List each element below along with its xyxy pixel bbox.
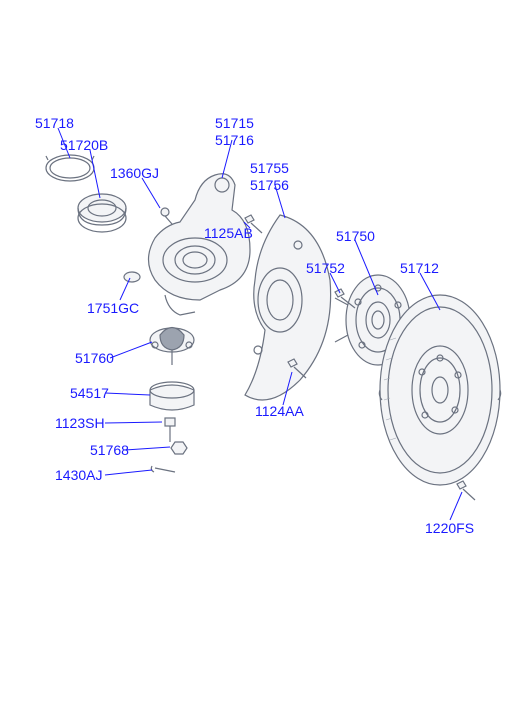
part-ball-joint — [150, 328, 194, 366]
label-1430AJ: 1430AJ — [55, 467, 102, 483]
label-1125AB: 1125AB — [204, 225, 253, 241]
label-51720B: 51720B — [60, 137, 108, 153]
part-pin-1430aj — [151, 466, 175, 472]
part-bolt-1123sh — [165, 418, 175, 442]
diagram-canvas: { "diagram": { "type": "exploded-parts-d… — [0, 0, 532, 727]
label-51712: 51712 — [400, 260, 439, 276]
label-51760: 51760 — [75, 350, 114, 366]
label-1751GC: 1751GC — [87, 300, 139, 316]
part-knuckle — [149, 174, 251, 315]
label-51755: 51755 — [250, 160, 289, 176]
label-1220FS: 1220FS — [425, 520, 474, 536]
label-1360GJ: 1360GJ — [110, 165, 159, 181]
label-51718: 51718 — [35, 115, 74, 131]
part-bearing — [78, 194, 126, 232]
label-1124AA: 1124AA — [255, 403, 304, 419]
label-51752: 51752 — [306, 260, 345, 276]
part-plug — [124, 272, 140, 282]
label-54517: 54517 — [70, 385, 109, 401]
part-cover-54517 — [150, 382, 194, 410]
part-dust-cover — [245, 215, 331, 400]
label-51716: 51716 — [215, 132, 254, 148]
label-51715: 51715 — [215, 115, 254, 131]
part-bolt-1360gj — [161, 208, 172, 224]
part-brake-disc — [379, 295, 500, 485]
label-51756: 51756 — [250, 177, 289, 193]
label-51768: 51768 — [90, 442, 129, 458]
label-1123SH: 1123SH — [55, 415, 105, 431]
part-snap-ring — [46, 155, 94, 181]
label-51750: 51750 — [336, 228, 375, 244]
part-nut-51768 — [171, 442, 187, 454]
